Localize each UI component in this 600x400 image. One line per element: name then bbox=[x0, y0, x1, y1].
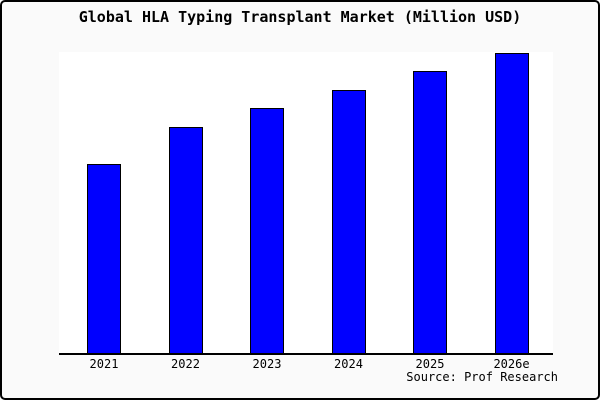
bar-2022 bbox=[168, 127, 203, 353]
x-tick-label: 2026e bbox=[493, 357, 530, 371]
bar-2026e bbox=[494, 53, 529, 353]
source-caption: Source: Prof Research bbox=[406, 370, 558, 384]
x-tick-label: 2022 bbox=[171, 357, 200, 371]
bar-2024 bbox=[331, 90, 366, 353]
x-tick-label: 2021 bbox=[89, 357, 119, 371]
plot-area bbox=[59, 52, 553, 355]
x-tick-label: 2023 bbox=[252, 357, 282, 371]
bar-2023 bbox=[250, 108, 284, 353]
chart-title: Global HLA Typing Transplant Market (Mil… bbox=[78, 8, 522, 26]
x-tick-label: 2025 bbox=[415, 357, 445, 371]
bar-2021 bbox=[87, 164, 121, 353]
bar-2025 bbox=[413, 71, 447, 353]
x-tick-label: 2024 bbox=[334, 357, 363, 371]
